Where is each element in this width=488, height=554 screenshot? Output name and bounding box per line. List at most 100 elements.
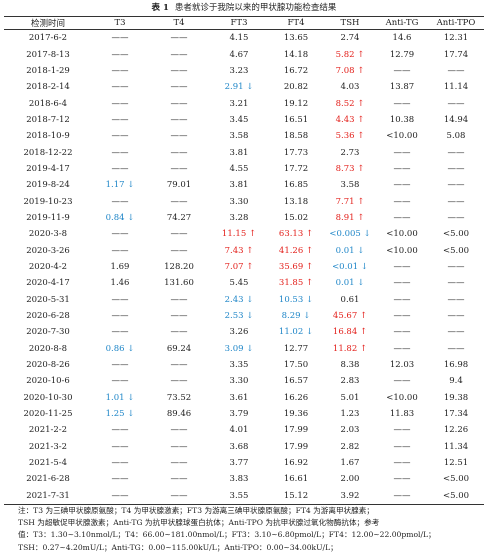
table-row: 2018-2-14 —— —— 2.91 ↓ 20.82 4.03 13.87 11.14 <box>4 79 484 95</box>
value-cell: 3.23 <box>229 65 249 76</box>
flagged-cell: 2.43 ↓ <box>224 294 254 305</box>
value-cell: —— <box>393 212 411 223</box>
table-row: 2020-4-17 1.46 131.60 5.45 31.85 ↑ 0.01 ↓ —— —— <box>4 275 484 291</box>
date-cell: 2018-2-14 <box>26 82 70 93</box>
flagged-cell: 0.01 ↓ <box>335 278 365 289</box>
date-cell: 2021-3-2 <box>28 441 68 452</box>
value-cell: 11.83 <box>389 409 415 420</box>
caption-label: 表 1 <box>151 3 169 13</box>
value-cell: —— <box>111 458 129 469</box>
date-cell: 2020-4-17 <box>26 278 70 289</box>
value-cell: —— <box>170 245 188 256</box>
date-cell: 2019-10-23 <box>23 196 73 207</box>
caption-title: 患者就诊于我院以来的甲状腺功能检查结果 <box>174 3 337 13</box>
value-cell: 4.15 <box>229 33 249 44</box>
flagged-cell: 7.08 ↑ <box>335 65 365 76</box>
date-cell: 2020-6-28 <box>26 311 70 322</box>
value-cell: 3.83 <box>229 474 249 485</box>
value-cell: 3.81 <box>229 180 249 191</box>
value-cell: —— <box>170 82 188 93</box>
value-cell: —— <box>393 376 411 387</box>
value-cell: 17.74 <box>443 49 469 60</box>
value-cell: 3.28 <box>229 212 249 223</box>
value-cell: <5.00 <box>442 245 470 256</box>
value-cell: —— <box>111 98 129 109</box>
value-cell: —— <box>111 229 129 240</box>
value-cell: 5.01 <box>340 392 360 403</box>
value-cell: 74.27 <box>166 212 192 223</box>
table-row: 2017-6-2 —— —— 4.15 13.65 2.74 14.6 12.31 <box>4 30 484 47</box>
flagged-cell: 10.53 ↓ <box>278 294 314 305</box>
value-cell: —— <box>447 343 465 354</box>
value-cell: —— <box>393 425 411 436</box>
value-cell: —— <box>170 33 188 44</box>
value-cell: —— <box>393 311 411 322</box>
flagged-cell: 1.17 ↓ <box>105 180 135 191</box>
flagged-cell: 7.71 ↑ <box>335 196 365 207</box>
value-cell: 15.02 <box>283 212 309 223</box>
value-cell: —— <box>111 376 129 387</box>
value-cell: 3.79 <box>229 409 249 420</box>
value-cell: —— <box>393 294 411 305</box>
value-cell: —— <box>393 327 411 338</box>
header-row: 检测时间 T3 T4 FT3 FT4 TSH Anti-TG Anti-TPO <box>4 16 484 30</box>
table-row: 2019-4-17 —— —— 4.55 17.72 8.73 ↑ —— —— <box>4 161 484 177</box>
value-cell: 17.99 <box>283 425 309 436</box>
value-cell: 14.18 <box>283 49 309 60</box>
value-cell: 79.01 <box>166 180 192 191</box>
table-row: 2020-11-25 1.25 ↓ 89.46 3.79 19.36 1.23 11.83 1… <box>4 406 484 422</box>
table-row: 2018-10-9 —— —— 3.58 18.58 5.36 ↑ <10.00 5.08 <box>4 128 484 144</box>
note-line: TSH：0.27~4.20mU/L；Anti-TG：0.00~115.00kU/… <box>18 542 338 552</box>
value-cell: —— <box>447 212 465 223</box>
date-cell: 2018-12-22 <box>23 147 73 158</box>
value-cell: 0.61 <box>340 294 360 305</box>
value-cell: —— <box>170 294 188 305</box>
results-table: 检测时间 T3 T4 FT3 FT4 TSH Anti-TG Anti-TPO 2017-6-… <box>4 16 484 505</box>
flagged-cell: 8.29 ↓ <box>281 311 311 322</box>
date-cell: 2020-5-31 <box>26 294 70 305</box>
value-cell: —— <box>111 114 129 125</box>
value-cell: —— <box>447 261 465 272</box>
table-row: 2020-10-6 —— —— 3.30 16.57 2.83 —— 9.4 <box>4 373 484 389</box>
value-cell: 2.03 <box>340 425 360 436</box>
value-cell: 16.98 <box>443 360 469 371</box>
value-cell: 16.92 <box>283 458 309 469</box>
value-cell: 12.26 <box>443 425 469 436</box>
value-cell: <5.00 <box>442 474 470 485</box>
value-cell: 3.81 <box>229 147 249 158</box>
table-row: 2019-8-24 1.17 ↓ 79.01 3.81 16.85 3.58 —— —— <box>4 177 484 193</box>
date-cell: 2021-5-4 <box>28 458 68 469</box>
table-row: 2020-8-26 —— —— 3.35 17.50 8.38 12.03 16.98 <box>4 357 484 373</box>
column-header: Anti-TPO <box>436 18 476 28</box>
value-cell: 19.12 <box>283 98 309 109</box>
value-cell: 16.85 <box>283 180 309 191</box>
flagged-cell: 11.82 ↑ <box>332 343 368 354</box>
value-cell: —— <box>170 458 188 469</box>
value-cell: —— <box>393 458 411 469</box>
value-cell: 3.26 <box>229 327 249 338</box>
value-cell: —— <box>170 49 188 60</box>
flagged-cell: 45.67 ↑ <box>332 311 368 322</box>
value-cell: —— <box>170 114 188 125</box>
value-cell: —— <box>170 131 188 142</box>
date-cell: 2021-6-28 <box>26 474 70 485</box>
value-cell: 4.03 <box>340 82 360 93</box>
date-cell: 2019-8-24 <box>26 180 70 191</box>
value-cell: —— <box>393 261 411 272</box>
table-caption: 表 1 患者就诊于我院以来的甲状腺功能检查结果 <box>0 2 488 14</box>
date-cell: 2017-8-13 <box>26 49 70 60</box>
date-cell: 2021-2-2 <box>28 425 68 436</box>
value-cell: —— <box>170 441 188 452</box>
table-row: 2020-4-2 1.69 128.20 7.07 ↑ 35.69 ↑ <0.01 ↓ ——… <box>4 259 484 275</box>
value-cell: —— <box>111 147 129 158</box>
date-cell: 2020-4-2 <box>28 261 68 272</box>
value-cell: 3.77 <box>229 458 249 469</box>
value-cell: 128.20 <box>164 261 194 272</box>
table-row: 2018-12-22 —— —— 3.81 17.73 2.73 —— —— <box>4 144 484 160</box>
value-cell: —— <box>170 490 188 501</box>
value-cell: —— <box>170 196 188 207</box>
value-cell: 17.99 <box>283 441 309 452</box>
flagged-cell: 1.25 ↓ <box>105 409 135 420</box>
value-cell: —— <box>447 98 465 109</box>
date-cell: 2020-3-26 <box>26 245 70 256</box>
